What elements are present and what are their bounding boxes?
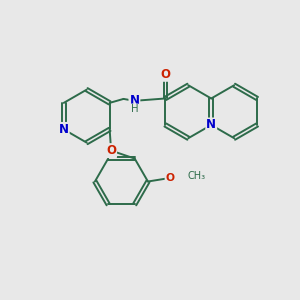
Text: O: O	[160, 68, 170, 81]
Text: N: N	[206, 118, 216, 131]
Text: O: O	[166, 173, 175, 183]
Text: N: N	[59, 123, 69, 136]
Text: H: H	[131, 104, 138, 114]
Text: N: N	[129, 94, 140, 107]
Text: CH₃: CH₃	[187, 172, 205, 182]
Text: O: O	[106, 144, 116, 157]
